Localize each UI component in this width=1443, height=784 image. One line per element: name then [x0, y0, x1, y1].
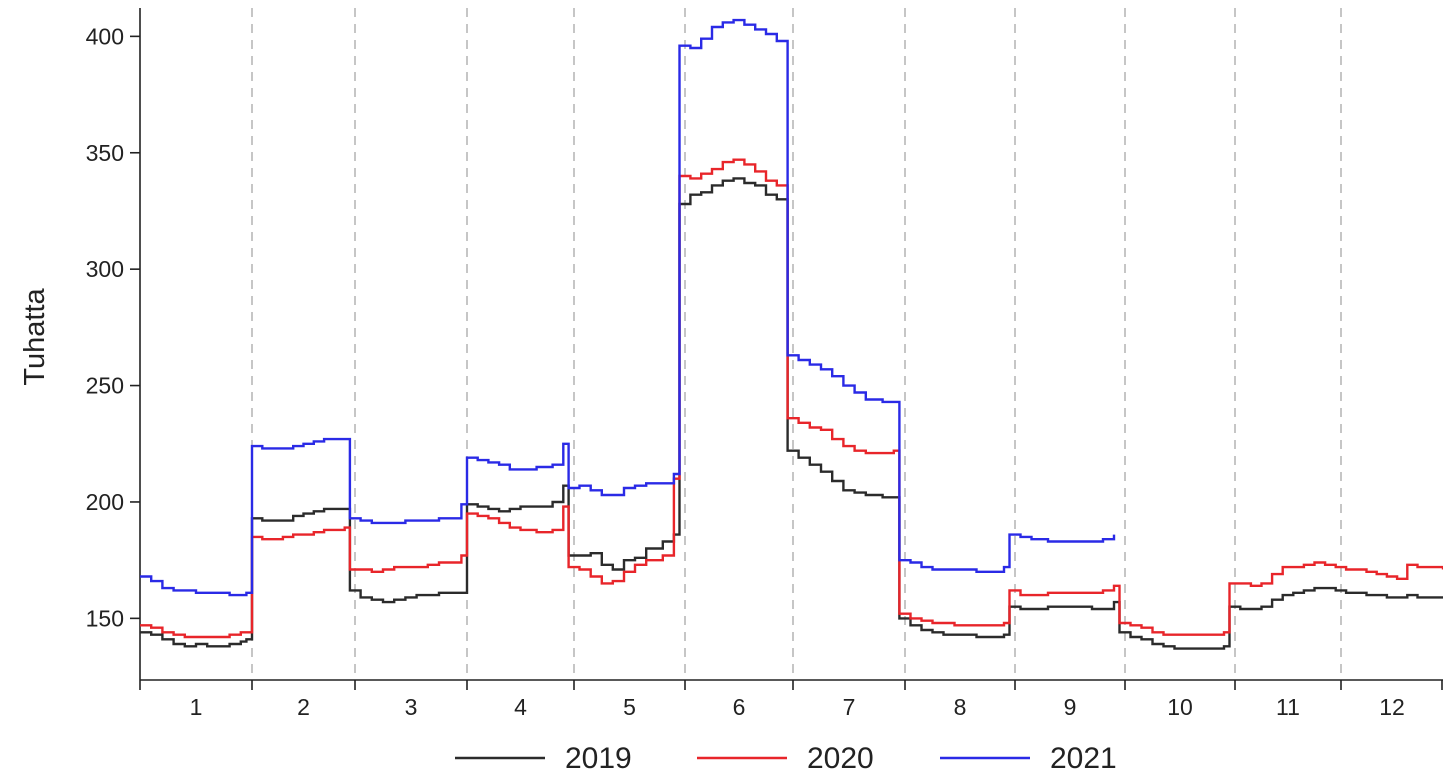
x-tick-label: 9: [1064, 694, 1077, 720]
x-tick-label: 3: [405, 694, 418, 720]
y-tick-label: 400: [86, 23, 124, 49]
y-axis-label: Tuhatta: [19, 288, 51, 386]
series-line-2020: [140, 158, 1443, 639]
x-tick-label: 4: [514, 694, 527, 720]
series-line-2019: [140, 177, 1443, 650]
legend-label-2021: 2021: [1050, 742, 1117, 775]
y-tick-label: 250: [86, 373, 124, 399]
x-tick-label: 7: [843, 694, 856, 720]
x-tick-label: 6: [733, 694, 746, 720]
y-axis: 150 200 250 300 350 400: [86, 8, 141, 680]
x-tick-label: 5: [623, 694, 636, 720]
y-tick-label: 150: [86, 605, 124, 631]
x-tick-label: 8: [954, 694, 967, 720]
legend: 2019 2020 2021: [455, 742, 1117, 775]
plot-series: [140, 18, 1443, 650]
x-tick-label: 12: [1379, 694, 1405, 720]
grid: [251, 8, 1342, 680]
x-tick-label: 1: [190, 694, 203, 720]
x-axis: 1 2 3 4 5 6 7 8 9 10 11 12: [139, 679, 1443, 720]
legend-label-2019: 2019: [565, 742, 632, 775]
y-tick-label: 300: [86, 256, 124, 282]
legend-label-2020: 2020: [807, 742, 874, 775]
x-tick-label: 11: [1276, 694, 1300, 720]
x-tick-label: 10: [1167, 694, 1193, 720]
y-tick-label: 200: [86, 489, 124, 515]
y-tick-label: 350: [86, 140, 124, 166]
x-tick-label: 2: [297, 694, 310, 720]
series-line-2021: [140, 18, 1116, 597]
